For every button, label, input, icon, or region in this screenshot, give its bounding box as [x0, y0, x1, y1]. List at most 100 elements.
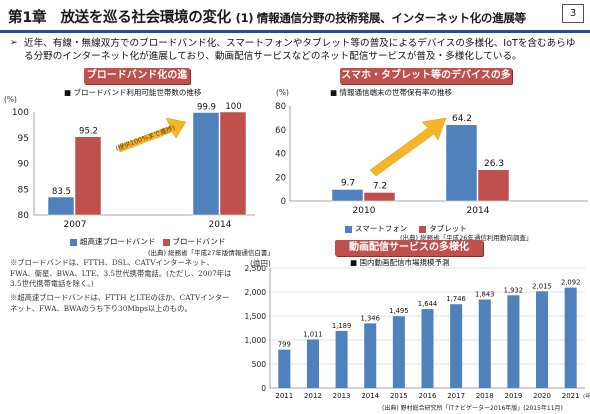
- data-label: 26.3: [484, 159, 504, 169]
- x-tick-label: 2011: [275, 392, 293, 400]
- data-label: 1,011: [303, 330, 322, 338]
- y-tick-label: 60: [275, 126, 286, 136]
- x-tick-label: 2007: [64, 220, 87, 230]
- y-tick-label: 2,000: [245, 288, 267, 297]
- progress-arrow-label: (提供100%まで進捗): [114, 123, 176, 153]
- title-subtitle: (1) 情報通信分野の技術発展、インターネット化の進展等: [235, 11, 526, 25]
- data-label: 1,189: [332, 322, 351, 330]
- bar-video-market-2018: [478, 299, 491, 388]
- intro-text: 近年、有線・無線双方でのブロードバンド化、スマートフォンやタブレット等の普及によ…: [24, 38, 576, 62]
- bar-video-market-2016: [421, 309, 434, 388]
- bar-smartphone-2014: [445, 124, 478, 202]
- title-main: 放送を巡る社会環境の変化: [60, 10, 231, 26]
- video-chart-subtitle: ■ 国内動画配信市場規模予測: [350, 258, 450, 267]
- data-label: 100: [225, 102, 241, 112]
- y-tick-label: 500: [252, 360, 267, 369]
- x-tick-label: 2013: [333, 392, 351, 400]
- bar-smartphone-2010: [331, 189, 364, 202]
- video-section-title: 動画配信サービスの多様化: [335, 240, 483, 256]
- y-tick-label: 2,500: [245, 264, 267, 273]
- x-tick-label: 2018: [476, 392, 494, 400]
- data-label: 1,644: [418, 300, 437, 308]
- bar-video-market-2014: [364, 323, 377, 388]
- devices-unit: (%): [276, 88, 289, 97]
- broadband-note-1: ※ブロードバンドは、FTTH、DSL、CATVインターネット、FWA、衛星、BW…: [10, 258, 232, 288]
- y-tick-label: 20: [275, 173, 286, 183]
- video-chart: 0 500 1,000 1,500 2,000 2,500 799 2011 1,011 2012…: [245, 264, 590, 400]
- bar-ultra-broadband-2014: [192, 112, 220, 216]
- x-tick-label: 2015: [390, 392, 408, 400]
- x-tick-label: 2016: [419, 392, 437, 400]
- devices-legend: スマートフォン タブレット: [345, 223, 467, 234]
- y-tick-label: 100: [12, 108, 29, 118]
- x-tick-label: 2010: [353, 206, 376, 216]
- title-bar: 第1章 放送を巡る社会環境の変化 (1) 情報通信分野の技術発展、インターネット…: [0, 0, 590, 34]
- bar-video-market-2021: [564, 287, 577, 388]
- data-label: 1,346: [360, 314, 379, 322]
- broadband-chart: 80 85 90 95 100 83.5 95.2 2007 99.9 100 2014 (提供100…: [12, 102, 255, 230]
- y-tick-label: 0: [261, 384, 266, 393]
- bar-ultra-broadband-2007: [47, 196, 75, 216]
- legend-item-smartphone: スマートフォン: [345, 224, 407, 233]
- x-tick-label: 2021: [562, 392, 580, 400]
- title-underline: [0, 30, 590, 33]
- data-label: 83.5: [52, 187, 71, 197]
- x-tick-label: 2020: [533, 392, 551, 400]
- y-tick-label: 80: [275, 102, 286, 112]
- x-axis-suffix: (年度): [583, 392, 590, 400]
- data-label: 99.9: [197, 103, 216, 113]
- legend-item-broadband: ブロードバンド: [162, 237, 225, 246]
- y-tick-label: 85: [18, 185, 29, 195]
- bullet-arrow-icon: ➢: [10, 38, 18, 48]
- legend-swatch-blue: [70, 238, 77, 246]
- data-label: 9.7: [341, 178, 355, 188]
- y-tick-label: 80: [18, 211, 30, 221]
- x-tick-label: 2014: [467, 206, 490, 216]
- data-label: 2,092: [561, 279, 580, 287]
- bar-video-market-2015: [392, 316, 405, 388]
- devices-chart-subtitle: ■ 情報通信端末の世帯保有率の推移: [330, 88, 452, 97]
- data-label: 95.2: [79, 127, 98, 137]
- data-label: 1,932: [504, 286, 523, 294]
- data-label: 1,843: [475, 291, 494, 299]
- x-tick-label: 2019: [504, 392, 522, 400]
- y-tick-label: 90: [18, 160, 30, 170]
- intro-paragraph: ➢ 近年、有線・無線双方でのブロードバンド化、スマートフォンやタブレット等の普及…: [10, 37, 580, 63]
- video-source: (出典) 野村総合研究所「ITナビゲーター2016年版」(2015年11月): [382, 405, 563, 412]
- legend-swatch-red: [162, 238, 170, 246]
- broadband-source: (出典) 総務省「平成27年版情報通信白書」: [148, 249, 274, 257]
- page-title: 第1章 放送を巡る社会環境の変化 (1) 情報通信分野の技術発展、インターネット…: [8, 6, 526, 27]
- bar-tablet-2014: [477, 169, 510, 202]
- broadband-unit: (%): [4, 95, 17, 104]
- bar-broadband-2014: [219, 111, 247, 216]
- devices-source: (出典) 総務省「平成26年通信利用動向調査」: [400, 234, 533, 242]
- bar-video-market-2019: [507, 295, 520, 388]
- y-tick-label: 1,500: [245, 312, 267, 321]
- x-tick-label: 2017: [447, 392, 465, 400]
- video-unit: (億円): [250, 259, 271, 268]
- broadband-chart-subtitle: ■ ブロードバンド利用可能世帯数の推移: [64, 88, 202, 97]
- x-tick-label: 2014: [209, 220, 232, 230]
- legend-item-tablet: タブレット: [419, 224, 467, 233]
- data-label: 799: [278, 341, 291, 349]
- page-number: 3: [562, 4, 584, 23]
- y-tick-label: 95: [18, 134, 29, 144]
- growth-arrow-icon: [369, 117, 447, 177]
- data-label: 1,495: [389, 307, 408, 315]
- legend-item-ultra-broadband: 超高速ブロードバンド: [70, 237, 155, 246]
- data-label: 64.2: [452, 114, 472, 124]
- broadband-note-2: ※超高速ブロードバンドは、FTTH とLTEのほか、CATVインターネット、FW…: [10, 293, 230, 313]
- broadband-legend: 超高速ブロードバンド ブロードバンド: [70, 236, 225, 247]
- legend-swatch-red: [419, 225, 427, 233]
- y-tick-label: 1,000: [245, 336, 267, 345]
- y-tick-label: 0: [281, 197, 286, 207]
- devices-section-title: スマホ・タブレット等のデバイスの多様化: [340, 68, 512, 97]
- data-label: 1,746: [446, 295, 465, 303]
- bar-video-market-2012: [306, 339, 319, 388]
- bar-video-market-2013: [335, 330, 348, 388]
- bar-video-market-2020: [536, 291, 549, 388]
- chapter-label: 第1章: [8, 10, 47, 26]
- x-tick-label: 2014: [361, 392, 379, 400]
- bar-video-market-2011: [278, 349, 291, 388]
- bar-tablet-2010: [363, 192, 396, 202]
